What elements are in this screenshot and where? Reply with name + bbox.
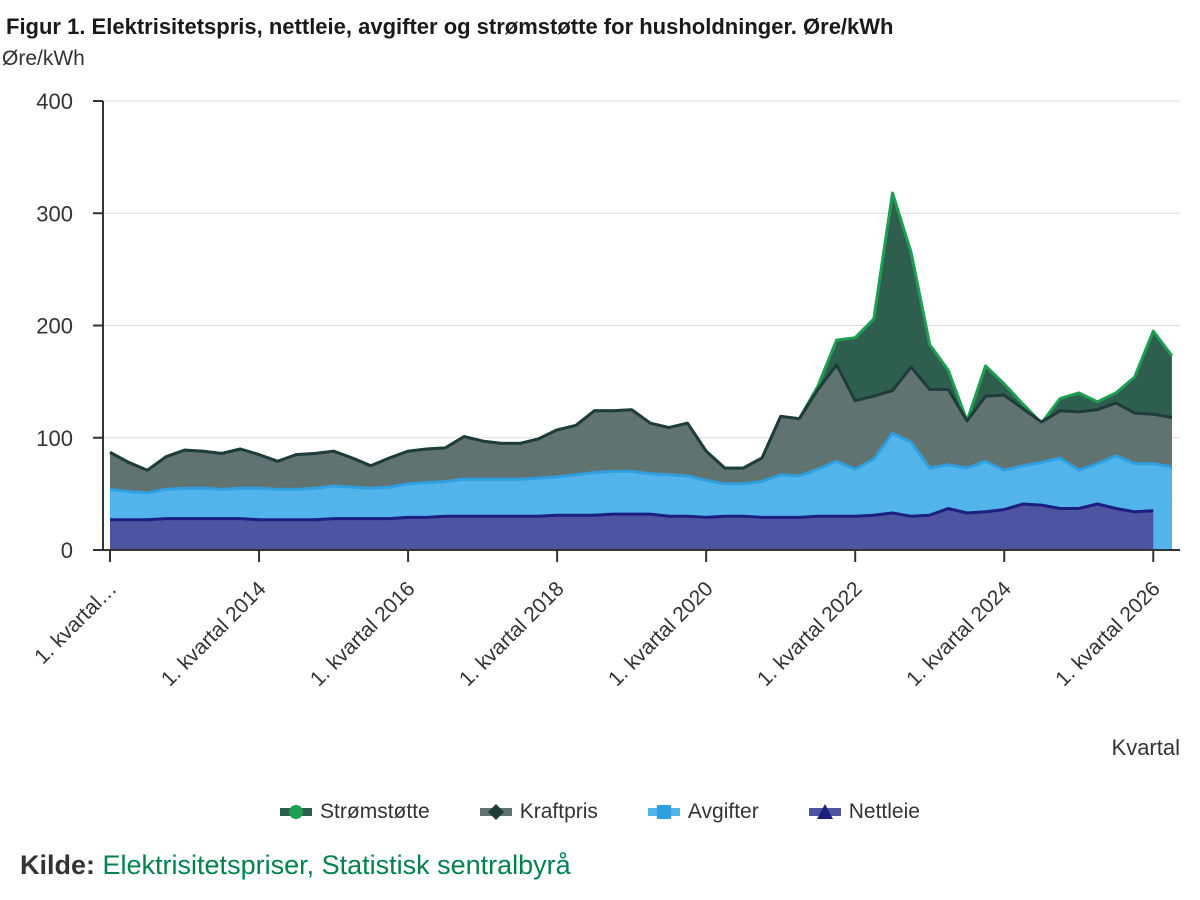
legend-label: Kraftpris	[519, 800, 598, 823]
chart-title: Figur 1. Elektrisitetspris, nettleie, av…	[6, 14, 894, 39]
x-tick-label: 1. kvartal 2014	[157, 577, 271, 691]
source-link[interactable]: Elektrisitetspriser, Statistisk sentralb…	[102, 850, 571, 880]
x-tick-label: 1. kvartal 2018	[455, 577, 569, 691]
axes	[102, 101, 1180, 562]
legend-item-nettleie[interactable]: Nettleie	[808, 800, 920, 824]
square-marker-icon	[647, 805, 680, 819]
circle-marker-icon	[280, 805, 313, 819]
y-tick-labels: 0 100 200 300 400	[36, 89, 73, 563]
x-tick-label: 1. kvartal 2022	[753, 577, 867, 691]
y-tick-label: 400	[36, 89, 73, 114]
line-kraftpris	[109, 363, 1173, 472]
x-tick-label: 1. kvartal…	[30, 577, 121, 668]
x-tick-labels: 1. kvartal… 1. kvartal 2014 1. kvartal 201…	[30, 577, 1165, 691]
y-tick-label: 0	[61, 538, 73, 563]
y-tick-label: 300	[36, 201, 73, 226]
triangle-marker-icon	[808, 804, 841, 819]
y-tick-label: 200	[36, 314, 73, 339]
legend-label: Nettleie	[848, 800, 920, 823]
source-line: Kilde: Elektrisitetspriser, Statistisk s…	[20, 850, 571, 881]
diamond-marker-icon	[479, 804, 512, 820]
x-tick-label: 1. kvartal 2016	[306, 577, 420, 691]
x-tick-label: 1. kvartal 2024	[902, 577, 1016, 691]
legend-item-stromstotte[interactable]: Strømstøtte	[280, 800, 430, 824]
x-tick-label: 1. kvartal 2020	[604, 577, 718, 691]
legend-label: Avgifter	[687, 800, 759, 823]
x-tick-label: 1. kvartal 2026	[1051, 577, 1165, 691]
legend-label: Strømstøtte	[320, 800, 430, 823]
x-axis-label: Kvartal	[1111, 735, 1180, 760]
y-axis-unit: Øre/kWh	[2, 47, 85, 70]
legend-item-avgifter[interactable]: Avgifter	[647, 800, 759, 824]
line-avgifter	[109, 431, 1173, 495]
source-label: Kilde:	[20, 850, 96, 880]
legend: Strømstøtte Kraftpris Avgifter Nettleie	[0, 800, 1200, 824]
y-tick-label: 100	[36, 426, 73, 451]
line-nettleie	[110, 502, 1154, 522]
legend-item-kraftpris[interactable]: Kraftpris	[479, 800, 598, 824]
area-nettleie[interactable]	[110, 504, 1154, 550]
area-chart: 0 100 200 300 400 1. kvartal… 1. kvartal 2014…	[30, 89, 1180, 691]
series-areas[interactable]	[109, 191, 1174, 550]
